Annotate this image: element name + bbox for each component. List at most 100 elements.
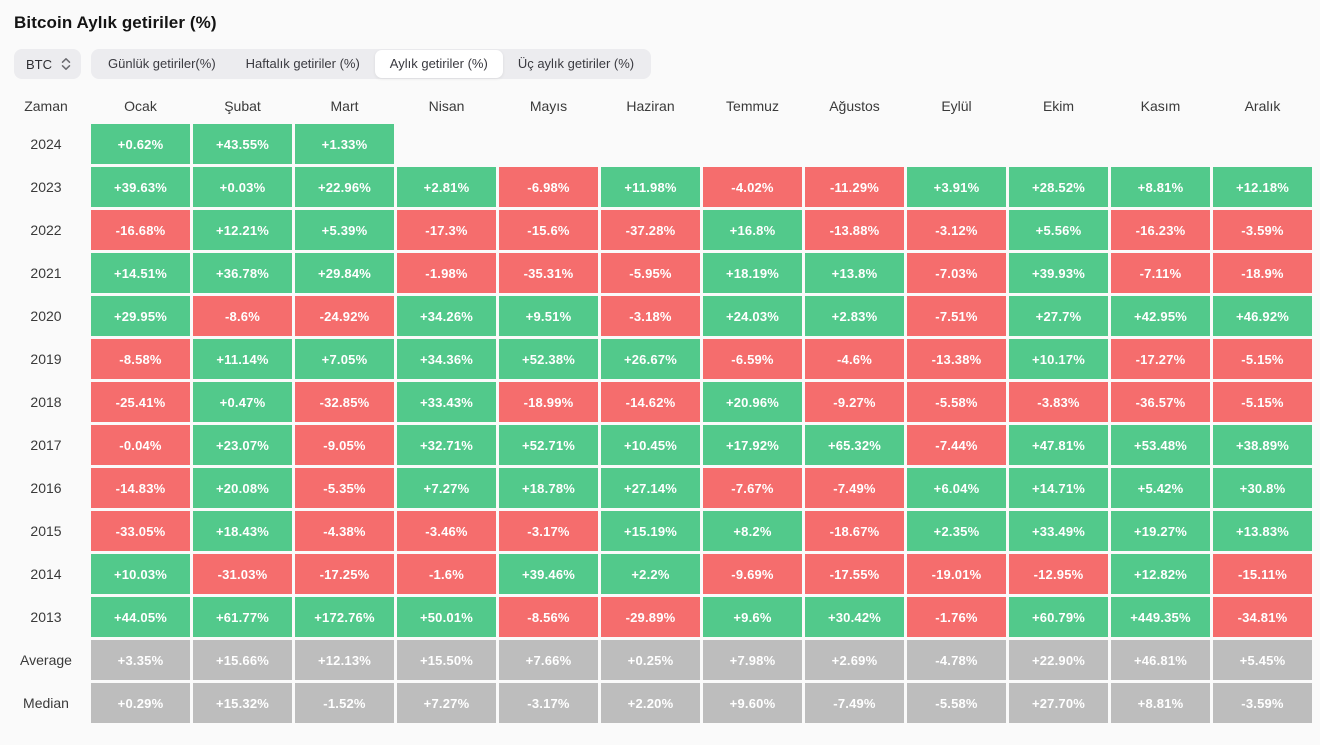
- return-cell: +19.27%: [1111, 511, 1210, 551]
- return-cell: -7.11%: [1111, 253, 1210, 293]
- empty-cell: [397, 124, 496, 164]
- return-cell: -13.88%: [805, 210, 904, 250]
- return-cell: -0.04%: [91, 425, 190, 465]
- return-cell: -8.6%: [193, 296, 292, 336]
- empty-cell: [499, 124, 598, 164]
- return-cell: -4.6%: [805, 339, 904, 379]
- return-cell: -1.76%: [907, 597, 1006, 637]
- empty-cell: [601, 124, 700, 164]
- return-cell: -4.78%: [907, 640, 1006, 680]
- return-cell: +16.8%: [703, 210, 802, 250]
- return-cell: +10.17%: [1009, 339, 1108, 379]
- return-cell: +5.56%: [1009, 210, 1108, 250]
- return-cell: +6.04%: [907, 468, 1006, 508]
- page-title: Bitcoin Aylık getiriler (%): [14, 13, 217, 32]
- return-cell: -12.95%: [1009, 554, 1108, 594]
- return-cell: +22.90%: [1009, 640, 1108, 680]
- row-label: 2017: [30, 437, 62, 453]
- return-cell: -6.59%: [703, 339, 802, 379]
- return-cell: +15.66%: [193, 640, 292, 680]
- return-cell: +46.92%: [1213, 296, 1312, 336]
- column-header-month: Ekim: [1042, 98, 1075, 114]
- return-cell: +52.71%: [499, 425, 598, 465]
- column-header-month: Ağustos: [829, 98, 880, 114]
- return-cell: +18.19%: [703, 253, 802, 293]
- return-cell: +15.32%: [193, 683, 292, 723]
- return-cell: +10.45%: [601, 425, 700, 465]
- row-label: 2018: [30, 394, 62, 410]
- return-cell: -7.67%: [703, 468, 802, 508]
- return-cell: +7.27%: [397, 683, 496, 723]
- return-cell: +9.60%: [703, 683, 802, 723]
- return-cell: +8.81%: [1111, 683, 1210, 723]
- asset-select[interactable]: BTC: [14, 49, 81, 79]
- return-cell: +0.03%: [193, 167, 292, 207]
- return-cell: +3.35%: [91, 640, 190, 680]
- return-cell: -5.95%: [601, 253, 700, 293]
- return-cell: +47.81%: [1009, 425, 1108, 465]
- return-cell: +30.8%: [1213, 468, 1312, 508]
- return-cell: +17.92%: [703, 425, 802, 465]
- column-header-month: Nisan: [428, 98, 465, 114]
- return-cell: -18.9%: [1213, 253, 1312, 293]
- return-cell: +2.2%: [601, 554, 700, 594]
- return-cell: +12.13%: [295, 640, 394, 680]
- return-cell: +27.70%: [1009, 683, 1108, 723]
- tab-daily-returns[interactable]: Günlük getiriler(%): [108, 56, 216, 71]
- return-cell: +9.6%: [703, 597, 802, 637]
- return-cell: -17.3%: [397, 210, 496, 250]
- return-cell: -24.92%: [295, 296, 394, 336]
- tab-weekly-returns[interactable]: Haftalık getiriler (%): [245, 56, 360, 71]
- return-cell: +28.52%: [1009, 167, 1108, 207]
- return-cell: +18.43%: [193, 511, 292, 551]
- row-label: 2015: [30, 523, 62, 539]
- return-cell: -14.83%: [91, 468, 190, 508]
- row-label: 2021: [30, 265, 62, 281]
- return-cell: -7.49%: [805, 683, 904, 723]
- return-cell: +2.83%: [805, 296, 904, 336]
- return-cell: +13.83%: [1213, 511, 1312, 551]
- return-cell: +13.8%: [805, 253, 904, 293]
- row-label: 2020: [30, 308, 62, 324]
- return-cell: +7.05%: [295, 339, 394, 379]
- return-cell: +61.77%: [193, 597, 292, 637]
- return-cell: -1.98%: [397, 253, 496, 293]
- return-cell: -7.49%: [805, 468, 904, 508]
- column-header-month: Eylül: [941, 98, 972, 114]
- return-cell: +53.48%: [1111, 425, 1210, 465]
- return-cell: -5.58%: [907, 683, 1006, 723]
- return-cell: +39.63%: [91, 167, 190, 207]
- return-cell: -33.05%: [91, 511, 190, 551]
- return-cell: +22.96%: [295, 167, 394, 207]
- return-cell: -5.35%: [295, 468, 394, 508]
- column-header-month: Mayıs: [529, 98, 568, 114]
- row-label: 2024: [30, 136, 62, 152]
- return-cell: +172.76%: [295, 597, 394, 637]
- return-cell: +14.51%: [91, 253, 190, 293]
- return-cell: -25.41%: [91, 382, 190, 422]
- return-cell: +14.71%: [1009, 468, 1108, 508]
- return-cell: -29.89%: [601, 597, 700, 637]
- return-cell: -3.59%: [1213, 210, 1312, 250]
- return-cell: -18.99%: [499, 382, 598, 422]
- return-cell: +8.2%: [703, 511, 802, 551]
- return-cell: -15.11%: [1213, 554, 1312, 594]
- return-cell: +46.81%: [1111, 640, 1210, 680]
- row-label: 2022: [30, 222, 62, 238]
- return-cell: +5.39%: [295, 210, 394, 250]
- return-cell: -16.68%: [91, 210, 190, 250]
- return-cell: +27.7%: [1009, 296, 1108, 336]
- return-cell: +11.98%: [601, 167, 700, 207]
- return-cell: +50.01%: [397, 597, 496, 637]
- return-cell: +11.14%: [193, 339, 292, 379]
- return-cell: +34.36%: [397, 339, 496, 379]
- return-cell: -3.18%: [601, 296, 700, 336]
- column-header-month: Temmuz: [726, 98, 779, 114]
- tab-quarterly-returns[interactable]: Üç aylık getiriler (%): [517, 56, 635, 71]
- tab-monthly-returns[interactable]: Aylık getiriler (%): [374, 50, 503, 78]
- return-cell: -31.03%: [193, 554, 292, 594]
- return-cell: +65.32%: [805, 425, 904, 465]
- return-cell: +0.29%: [91, 683, 190, 723]
- return-cell: +9.51%: [499, 296, 598, 336]
- return-cell: -35.31%: [499, 253, 598, 293]
